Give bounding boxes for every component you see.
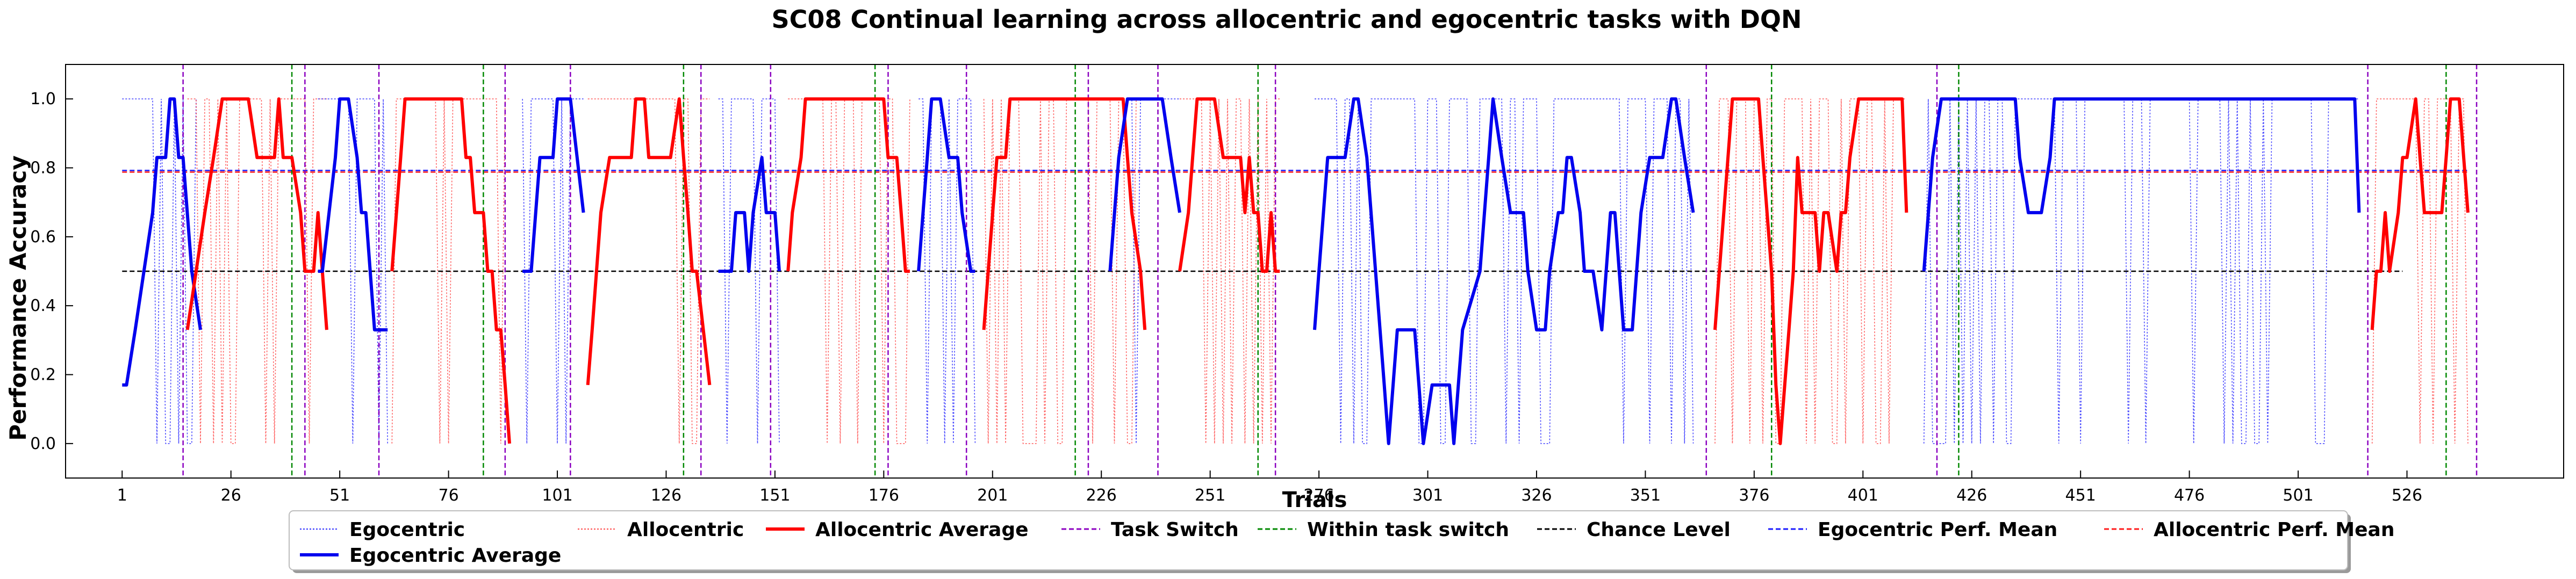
legend-label-allo_mean: Allocentric Perf. Mean: [2154, 519, 2394, 541]
y-tick-label-4: 0.8: [30, 159, 56, 178]
y-axis-label: Performance Accuracy: [5, 155, 31, 440]
x-tick-label-1: 26: [221, 486, 241, 505]
y-tick-label-2: 0.4: [30, 296, 56, 315]
x-tick-label-11: 276: [1303, 486, 1334, 505]
raw-trace-ego-6: [718, 98, 780, 444]
x-tick-label-9: 226: [1086, 486, 1117, 505]
x-tick-label-21: 526: [2392, 486, 2422, 505]
legend-label-ego_mean: Egocentric Perf. Mean: [1818, 519, 2057, 541]
legend-box: [289, 510, 2348, 570]
x-tick-label-12: 301: [1412, 486, 1443, 505]
egocentric-average-line-4: [522, 97, 585, 273]
egocentric-average-line-0: [122, 97, 202, 387]
x-tick-label-5: 126: [651, 486, 681, 505]
allocentric-average-line-5: [586, 97, 712, 386]
x-tick-label-16: 401: [1848, 486, 1878, 505]
raw-trace-ego-10: [1110, 98, 1180, 444]
raw-trace-ego-12: [1315, 98, 1694, 444]
legend-label-allo: Allocentric: [627, 519, 744, 541]
x-tick-label-6: 151: [759, 486, 790, 505]
allocentric-average-line-9: [982, 97, 1147, 330]
raw-trace-allo-3: [391, 98, 510, 444]
legend-label-ego_avg: Egocentric Average: [349, 545, 561, 567]
x-tick-label-10: 251: [1195, 486, 1225, 505]
egocentric-average-line-14: [1922, 97, 2361, 272]
x-tick-label-0: 1: [117, 486, 127, 505]
legend-label-within_switch: Within task switch: [1307, 519, 1509, 541]
x-tick-label-14: 351: [1630, 486, 1661, 505]
allocentric-average-line-1: [185, 97, 328, 330]
y-tick-label-3: 0.6: [30, 228, 56, 247]
raw-trace-ego-4: [522, 98, 584, 444]
legend-label-chance: Chance Level: [1587, 519, 1731, 541]
x-tick-label-4: 101: [542, 486, 572, 505]
y-tick-label-1: 0.2: [30, 366, 56, 385]
x-tick-label-15: 376: [1739, 486, 1769, 505]
egocentric-average-line-8: [917, 97, 975, 273]
legend: Egocentric Allocentric Allocentric Average…: [289, 510, 2394, 573]
egocentric-average-line-10: [1108, 97, 1181, 272]
x-axis: 1 26 51 76 101 126 151 176 201 226 251 276 301 326 351…: [117, 471, 2422, 505]
raw-trace-ego-2: [318, 98, 388, 444]
allocentric-average-line-13: [1713, 97, 1908, 445]
raw-trace-allo-15: [2371, 98, 2469, 444]
plot-area: [122, 64, 2478, 478]
legend-label-ego: Egocentric: [349, 519, 465, 541]
x-tick-label-7: 176: [869, 486, 899, 505]
x-tick-label-3: 76: [438, 486, 458, 505]
y-tick-label-5: 1.0: [30, 90, 56, 108]
x-axis-label: Trials: [1282, 488, 1347, 512]
egocentric-average-line-2: [318, 97, 388, 332]
chart-title: SC08 Continual learning across allocentr…: [771, 5, 1802, 34]
allocentric-average-line-3: [390, 97, 511, 444]
y-tick-label-0: 0.0: [30, 435, 56, 453]
plot-frame: [65, 64, 2564, 479]
legend-label-task_switch: Task Switch: [1111, 519, 1239, 541]
egocentric-average-line-6: [718, 156, 781, 273]
raw-trace-allo-5: [587, 98, 710, 444]
allocentric-average-line-11: [1178, 97, 1280, 273]
x-tick-label-18: 451: [2065, 486, 2096, 505]
allocentric-average-line-15: [2370, 97, 2470, 330]
egocentric-average-line-12: [1313, 97, 1695, 445]
x-tick-label-20: 501: [2283, 486, 2313, 505]
x-tick-label-8: 201: [977, 486, 1008, 505]
raw-trace-allo-13: [1714, 98, 1907, 444]
raw-trace-allo-1: [187, 98, 327, 444]
x-tick-label-2: 51: [329, 486, 350, 505]
legend-label-allo_avg: Allocentric Average: [815, 519, 1029, 541]
y-axis: 0.0 0.2 0.4 0.6 0.8 1.0: [30, 90, 73, 453]
x-tick-label-17: 426: [1956, 486, 1987, 505]
x-tick-label-13: 326: [1521, 486, 1552, 505]
allocentric-average-line-7: [786, 97, 910, 273]
x-tick-label-19: 476: [2174, 486, 2205, 505]
